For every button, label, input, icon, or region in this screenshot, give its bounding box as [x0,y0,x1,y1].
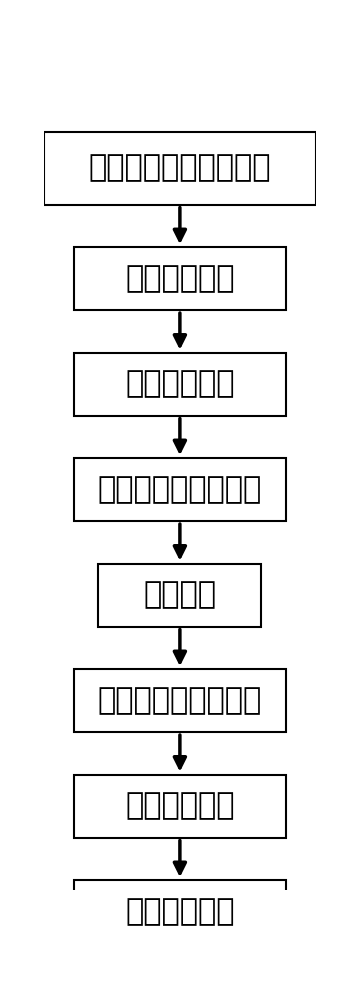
Bar [98,564,261,627]
Text: 花粉样品铺放: 花粉样品铺放 [125,370,234,399]
Text: 蔗糖浓度梯度溶液配制: 蔗糖浓度梯度溶液配制 [89,154,271,183]
Bar [74,247,286,310]
Text: 花粉样品处理: 花粉样品处理 [125,264,234,293]
Text: 测定吸光度值: 测定吸光度值 [125,792,234,821]
Text: 离心沉降: 离心沉降 [144,581,216,610]
Bar [74,353,286,416]
Bar [74,669,286,732]
Bar [74,880,286,943]
Bar [74,775,286,838]
Bar [74,458,286,521]
Text: 绘制吸光度标准曲线: 绘制吸光度标准曲线 [98,686,262,715]
Text: 密度梯度离心液配制: 密度梯度离心液配制 [98,475,262,504]
Text: 花粉密度计算: 花粉密度计算 [125,897,234,926]
Bar [44,132,316,205]
